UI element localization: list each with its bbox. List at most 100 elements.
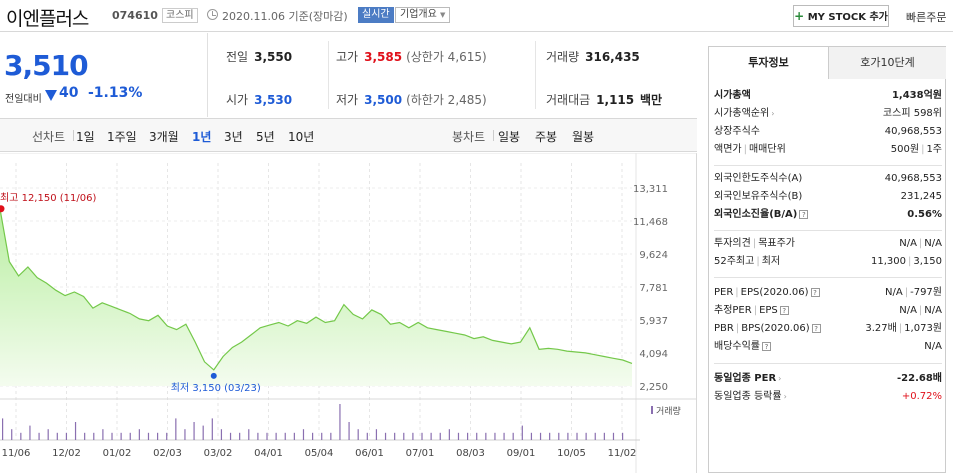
price-chart[interactable]: 11/06 12/02 01/02 02/03 03/02 04/01 05/04 06/01… bbox=[0, 152, 697, 473]
volume-bar bbox=[403, 432, 405, 440]
price-line bbox=[0, 208, 633, 371]
trade-amount-unit: 백만 bbox=[639, 93, 663, 107]
panel-body: 시가총액 1,438억원 시가총액순위 › 코스피 598위 상장주식수 40,968,… bbox=[708, 79, 946, 473]
volume-bar bbox=[193, 422, 195, 440]
per-value: N/A bbox=[885, 287, 903, 298]
bps-label: BPS(2020.06) bbox=[741, 323, 810, 334]
prev-close-label: 전일 bbox=[226, 50, 249, 64]
tab-monthly[interactable]: 월봉 bbox=[572, 130, 595, 144]
prev-close: 전일 3,550 bbox=[226, 48, 292, 65]
change-rate: -1.13% bbox=[88, 85, 143, 101]
foreign-limit-value: 40,968,553 bbox=[884, 173, 942, 184]
eps-label: EPS(2020.06) bbox=[740, 287, 809, 298]
volume-bar bbox=[84, 432, 86, 440]
industry-rate-value: +0.72% bbox=[901, 391, 942, 402]
industry-rate-row: 동일업종 등락률 › +0.72% bbox=[714, 389, 942, 405]
industry-rate-label: 동일업종 등락률 bbox=[714, 391, 782, 402]
help-icon[interactable]: ? bbox=[779, 305, 789, 315]
base-date: 2020.11.06 기준(장마감) bbox=[222, 10, 348, 23]
x-tick-label: 11/06 bbox=[2, 448, 31, 459]
market-cap-value: 1,438억원 bbox=[891, 90, 942, 101]
add-mystock-button[interactable]: + MY STOCK 추가 bbox=[793, 5, 889, 27]
volume-bar bbox=[558, 432, 560, 440]
volume-bar bbox=[202, 425, 204, 440]
volume-bar bbox=[567, 432, 569, 440]
volume-bar bbox=[412, 432, 414, 440]
volume-bar bbox=[129, 432, 131, 440]
volume-bar bbox=[503, 432, 505, 440]
volume-bar bbox=[266, 432, 268, 440]
tab-1d[interactable]: 1일 bbox=[76, 130, 95, 144]
volume-bar bbox=[184, 429, 186, 440]
market-cap-rank-row: 시가총액순위 › 코스피 598위 bbox=[714, 106, 942, 122]
tab-hoga[interactable]: 호가10단계 bbox=[828, 47, 946, 79]
est-eps-label: EPS bbox=[759, 305, 778, 316]
volume-bar bbox=[74, 422, 77, 440]
industry-per-label: 동일업종 PER bbox=[714, 373, 777, 384]
low-label: 저가 bbox=[336, 93, 359, 107]
shares-value: 40,968,553 bbox=[884, 126, 942, 137]
help-icon[interactable]: ? bbox=[811, 323, 821, 333]
volume-bar bbox=[603, 432, 605, 440]
volume-bar bbox=[56, 432, 58, 440]
volume-bar bbox=[29, 425, 31, 440]
per-label: PER bbox=[714, 287, 734, 298]
volume-bar bbox=[38, 432, 40, 440]
x-tick-label: 12/02 bbox=[52, 448, 81, 459]
industry-per-value: -22.68배 bbox=[897, 373, 942, 384]
lower-limit: (하한가 2,485) bbox=[406, 93, 487, 107]
open-price: 시가 3,530 bbox=[226, 91, 292, 108]
tab-3m[interactable]: 3개월 bbox=[149, 130, 179, 144]
help-icon[interactable]: ? bbox=[810, 287, 820, 297]
tab-10y[interactable]: 10년 bbox=[288, 130, 315, 144]
volume-label: 거래량 bbox=[546, 50, 580, 64]
est-per-value: N/A bbox=[899, 305, 917, 316]
volume-bar bbox=[293, 432, 295, 440]
help-icon[interactable]: ? bbox=[762, 341, 771, 351]
market-cap-rank-label: 시가총액순위 bbox=[714, 108, 770, 119]
volume-bar bbox=[421, 432, 423, 440]
volume-bar bbox=[147, 432, 150, 440]
chevron-right-icon[interactable]: › bbox=[778, 374, 782, 383]
price-change: 40 bbox=[59, 85, 79, 101]
tab-5y[interactable]: 5년 bbox=[256, 130, 275, 144]
tab-3y[interactable]: 3년 bbox=[224, 130, 243, 144]
est-eps-value: N/A bbox=[924, 305, 942, 316]
volume-bar bbox=[485, 432, 487, 440]
x-tick-label: 11/02 bbox=[608, 448, 637, 459]
unit-value: 1주 bbox=[926, 144, 942, 155]
x-tick-label: 02/03 bbox=[153, 448, 182, 459]
volume-bar bbox=[430, 432, 432, 440]
divider bbox=[714, 363, 942, 364]
x-tick-label: 03/02 bbox=[204, 448, 233, 459]
tab-1w[interactable]: 1주일 bbox=[107, 130, 137, 144]
opinion-row: 투자의견 | 목표주가 N/A | N/A bbox=[714, 238, 942, 249]
volume-bar bbox=[211, 418, 213, 440]
tab-1y[interactable]: 1년 bbox=[192, 130, 212, 144]
help-icon[interactable]: ? bbox=[799, 209, 809, 219]
tab-weekly[interactable]: 주봉 bbox=[535, 130, 558, 144]
market-cap-row: 시가총액 1,438억원 bbox=[714, 88, 942, 104]
volume-bar bbox=[512, 432, 514, 440]
realtime-button[interactable]: 실시간 bbox=[358, 7, 394, 23]
x-tick-label: 05/04 bbox=[305, 448, 334, 459]
volume-legend-swatch bbox=[651, 406, 653, 414]
foreign-hold-value: 231,245 bbox=[900, 191, 942, 202]
tab-invest-info[interactable]: 투자정보 bbox=[709, 47, 828, 79]
trade-amount: 거래대금 1,115 백만 bbox=[546, 91, 662, 108]
volume-bar bbox=[220, 429, 223, 440]
chevron-right-icon[interactable]: › bbox=[783, 392, 787, 401]
shares-label: 상장주식수 bbox=[714, 126, 760, 137]
tab-daily[interactable]: 일봉 bbox=[498, 130, 521, 144]
x-tick-label: 07/01 bbox=[406, 448, 435, 459]
quick-order-link[interactable]: 빠른주문 bbox=[906, 11, 947, 24]
company-info-dropdown[interactable]: 기업개요 ▼ bbox=[395, 7, 451, 23]
chevron-right-icon[interactable]: › bbox=[771, 109, 775, 118]
volume-bar bbox=[321, 432, 323, 440]
y-tick-label: 7,781 bbox=[639, 283, 668, 294]
compare-label: 전일대비 bbox=[5, 94, 42, 105]
per-eps-row: PER | EPS(2020.06)? N/A | -797원 bbox=[714, 287, 942, 298]
volume-bar bbox=[394, 432, 396, 440]
volume-bar bbox=[521, 425, 523, 440]
dividend-row: 배당수익률? N/A bbox=[714, 339, 942, 355]
